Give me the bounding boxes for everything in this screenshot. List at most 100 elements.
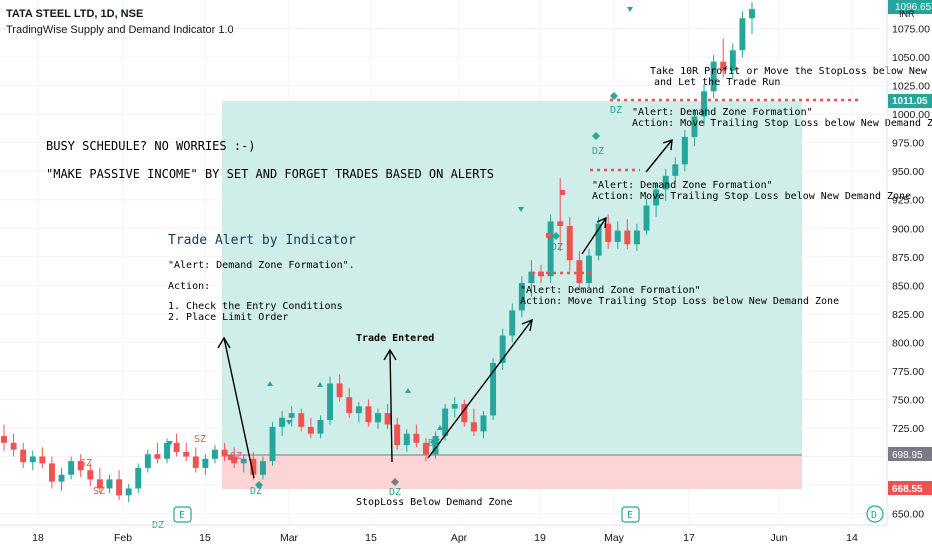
sz-label: SZ (230, 451, 242, 462)
candle-body (518, 283, 525, 311)
earnings-icon[interactable]: E (173, 506, 192, 523)
candle-body (250, 458, 257, 475)
candle-body (653, 189, 660, 206)
sz-label: SZ (93, 486, 105, 497)
alert1-a: "Alert: Demand Zone Formation" (632, 107, 813, 118)
alert1-b: Action: Move Trailing Stop Loss below Ne… (632, 118, 932, 129)
x-tick-label: May (604, 532, 625, 544)
currency-label: INR (899, 9, 915, 19)
candle-body (298, 413, 305, 427)
candle-body (681, 136, 688, 165)
candle-body (10, 442, 17, 450)
profit-a: Take 10R Profit or Move the StopLoss bel… (650, 66, 928, 77)
y-tick-label: 650.00 (892, 509, 924, 521)
candle-body (29, 456, 36, 463)
dz-label: DZ (389, 487, 401, 498)
candle-body (749, 9, 755, 19)
earnings-icon[interactable]: E (621, 506, 640, 523)
dz-label: DZ (592, 146, 604, 157)
x-tick-label: Jun (771, 532, 788, 544)
y-tick-label: 1050.00 (892, 52, 930, 64)
dividend-icon[interactable]: D (866, 505, 884, 523)
arrows (217, 138, 673, 479)
candle-body (691, 116, 698, 137)
stop-zone (222, 455, 802, 489)
sz-label: SZ (80, 458, 92, 469)
candle-body (68, 461, 75, 475)
candle-body (202, 458, 209, 468)
candle-body (269, 426, 276, 462)
dz-label: DZ (610, 105, 622, 116)
candle-body (729, 50, 736, 71)
x-tick-label: 14 (846, 532, 858, 544)
candle-body (77, 461, 84, 471)
alert2-b: Action: Move Trailing Stop Loss below Ne… (592, 191, 911, 202)
y-tick-label: 1075.00 (892, 24, 930, 36)
candle-body (192, 456, 199, 468)
trade-entered-text: Trade Entered (356, 333, 434, 344)
action-1: 1. Check the Entry Conditions (168, 301, 343, 312)
svg-text:E: E (179, 510, 185, 521)
candle-body (116, 479, 123, 496)
candle-body (259, 461, 266, 475)
y-tick-label: 900.00 (892, 223, 924, 235)
svg-text:E: E (627, 510, 633, 521)
candle-body (317, 420, 324, 434)
candle-body (461, 404, 468, 423)
price-badge-entry: 1011.05 (888, 94, 932, 108)
candle-body (135, 467, 142, 489)
y-tick-label: 950.00 (892, 166, 924, 178)
candles (1, 2, 755, 503)
time-axis[interactable]: 18 Feb 15 Mar 15 Apr 19 May 17 Jun 14 (32, 532, 858, 544)
passive-text: "MAKE PASSIVE INCOME" BY SET AND FORGET … (46, 167, 494, 181)
chart-symbol-title: TATA STEEL LTD, 1D, NSE (6, 8, 143, 20)
candle-body (480, 415, 487, 432)
y-tick-label: 750.00 (892, 394, 924, 406)
svg-text:668.55: 668.55 (892, 484, 923, 495)
candle-body (403, 433, 410, 446)
x-tick-label: Feb (114, 532, 132, 544)
candle-body (279, 417, 286, 427)
y-tick-label: 850.00 (892, 280, 924, 292)
candle-body (173, 442, 180, 452)
indicator-name: TradingWise Supply and Demand Indicator … (6, 24, 234, 36)
candle-body (183, 451, 190, 457)
candle-body (48, 463, 55, 482)
candle-body (394, 424, 401, 446)
candle-body (327, 383, 334, 420)
alert2-a: "Alert: Demand Zone Formation" (592, 180, 773, 191)
svg-text:698.95: 698.95 (892, 450, 923, 461)
candle-body (701, 91, 708, 117)
x-tick-label: 17 (683, 532, 695, 544)
alert3-b: Action: Move Trailing Stop Loss below Ne… (520, 296, 839, 307)
price-badge-target: 698.95 (888, 447, 932, 461)
y-tick-label: 975.00 (892, 138, 924, 150)
candle-body (231, 456, 238, 464)
svg-text:D: D (871, 510, 877, 521)
demand-zone (222, 101, 802, 455)
candle-body (595, 223, 602, 256)
candle-body (586, 255, 592, 284)
x-tick-label: Mar (280, 532, 299, 544)
candle-body (20, 449, 27, 463)
candle-body (432, 435, 439, 455)
candle-body (125, 488, 132, 496)
candle-body (710, 61, 717, 92)
svg-text:1011.05: 1011.05 (892, 96, 928, 107)
action-head: Action: (168, 281, 210, 292)
candle-body (643, 205, 650, 231)
candle-body (365, 406, 372, 423)
candle-body (346, 397, 353, 414)
candle-body (221, 449, 228, 457)
alert3-a: "Alert: Demand Zone Formation" (520, 285, 701, 296)
candle-body (557, 221, 564, 226)
candle-body (739, 18, 746, 51)
x-tick-label: 18 (32, 532, 44, 544)
x-tick-label: 19 (534, 532, 546, 544)
candle-body (614, 230, 621, 242)
candle-body (624, 230, 631, 245)
candle-body (212, 449, 218, 459)
candle-body (451, 404, 458, 409)
busy-text: BUSY SCHEDULE? NO WORRIES :-) (46, 139, 256, 153)
